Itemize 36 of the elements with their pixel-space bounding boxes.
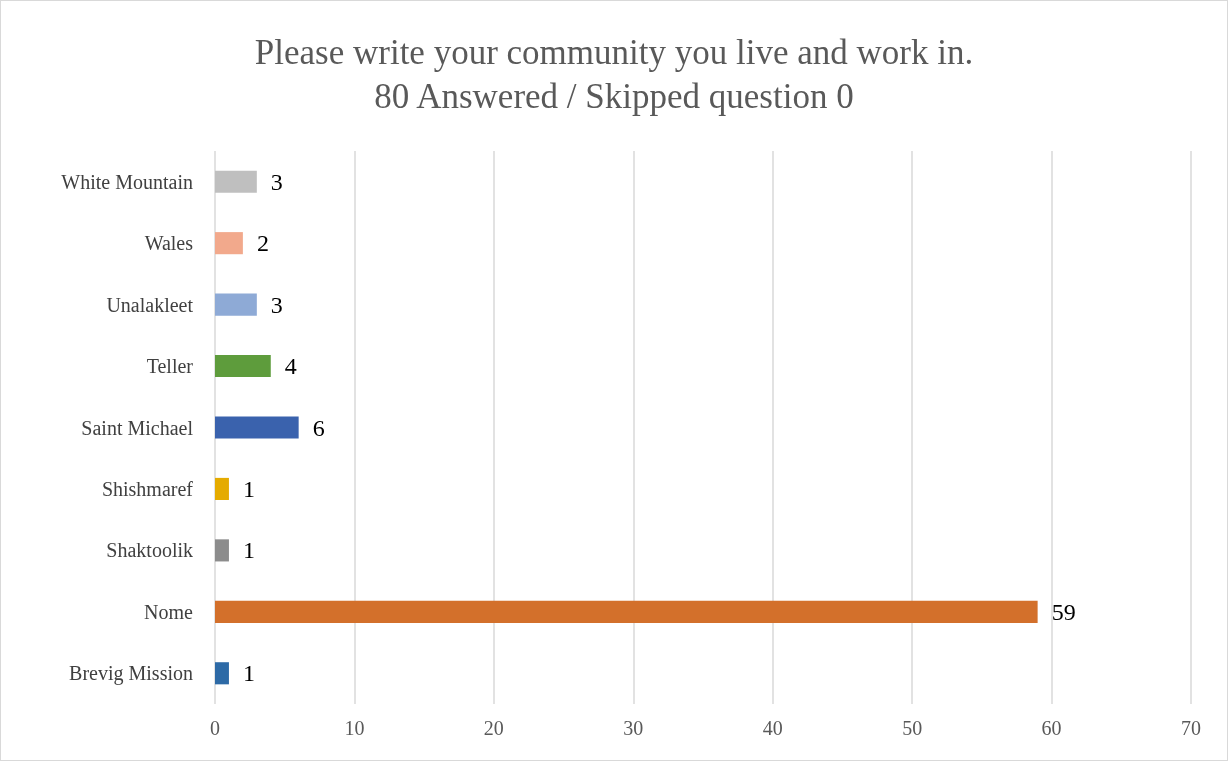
y-tick-label: Brevig Mission <box>69 662 193 686</box>
x-tick-label: 60 <box>1041 717 1062 739</box>
chart-title: Please write your community you live and work in. 80 Answered / Skipped question 0 <box>254 32 974 116</box>
bar <box>215 600 1038 623</box>
data-label: 2 <box>256 230 269 257</box>
y-tick-label: White Mountain <box>61 170 193 193</box>
x-tick-label: 50 <box>902 717 923 739</box>
y-tick-label: Shaktoolik <box>106 539 193 562</box>
bar <box>215 416 299 439</box>
y-tick-label: Unalakleet <box>106 293 194 316</box>
data-label: 4 <box>284 353 297 380</box>
bar <box>215 477 229 500</box>
x-tick-label: 30 <box>623 717 644 739</box>
bar <box>215 662 229 685</box>
x-tick-label: 10 <box>344 717 365 739</box>
data-label: 6 <box>312 414 325 441</box>
y-tick-label: Saint Michael <box>81 416 194 439</box>
data-label: 3 <box>270 168 283 195</box>
data-label: 1 <box>242 475 255 502</box>
y-tick-label: Teller <box>146 355 194 378</box>
x-tick-label: 70 <box>1181 717 1201 739</box>
data-label: 3 <box>270 291 283 318</box>
bar <box>215 232 243 255</box>
data-label: 1 <box>242 660 255 687</box>
y-tick-label: Wales <box>144 232 194 255</box>
x-tick-label: 20 <box>483 717 504 739</box>
data-label: 1 <box>242 537 255 564</box>
x-tick-label: 40 <box>762 717 783 739</box>
bar <box>215 355 271 378</box>
bar <box>215 293 257 316</box>
y-tick-label: Shishmaref <box>101 477 194 500</box>
bar <box>215 539 229 562</box>
x-tick-label: 0 <box>210 717 220 739</box>
data-label: 59 <box>1051 598 1076 625</box>
y-tick-label: Nome <box>144 600 194 623</box>
bar <box>215 170 257 193</box>
